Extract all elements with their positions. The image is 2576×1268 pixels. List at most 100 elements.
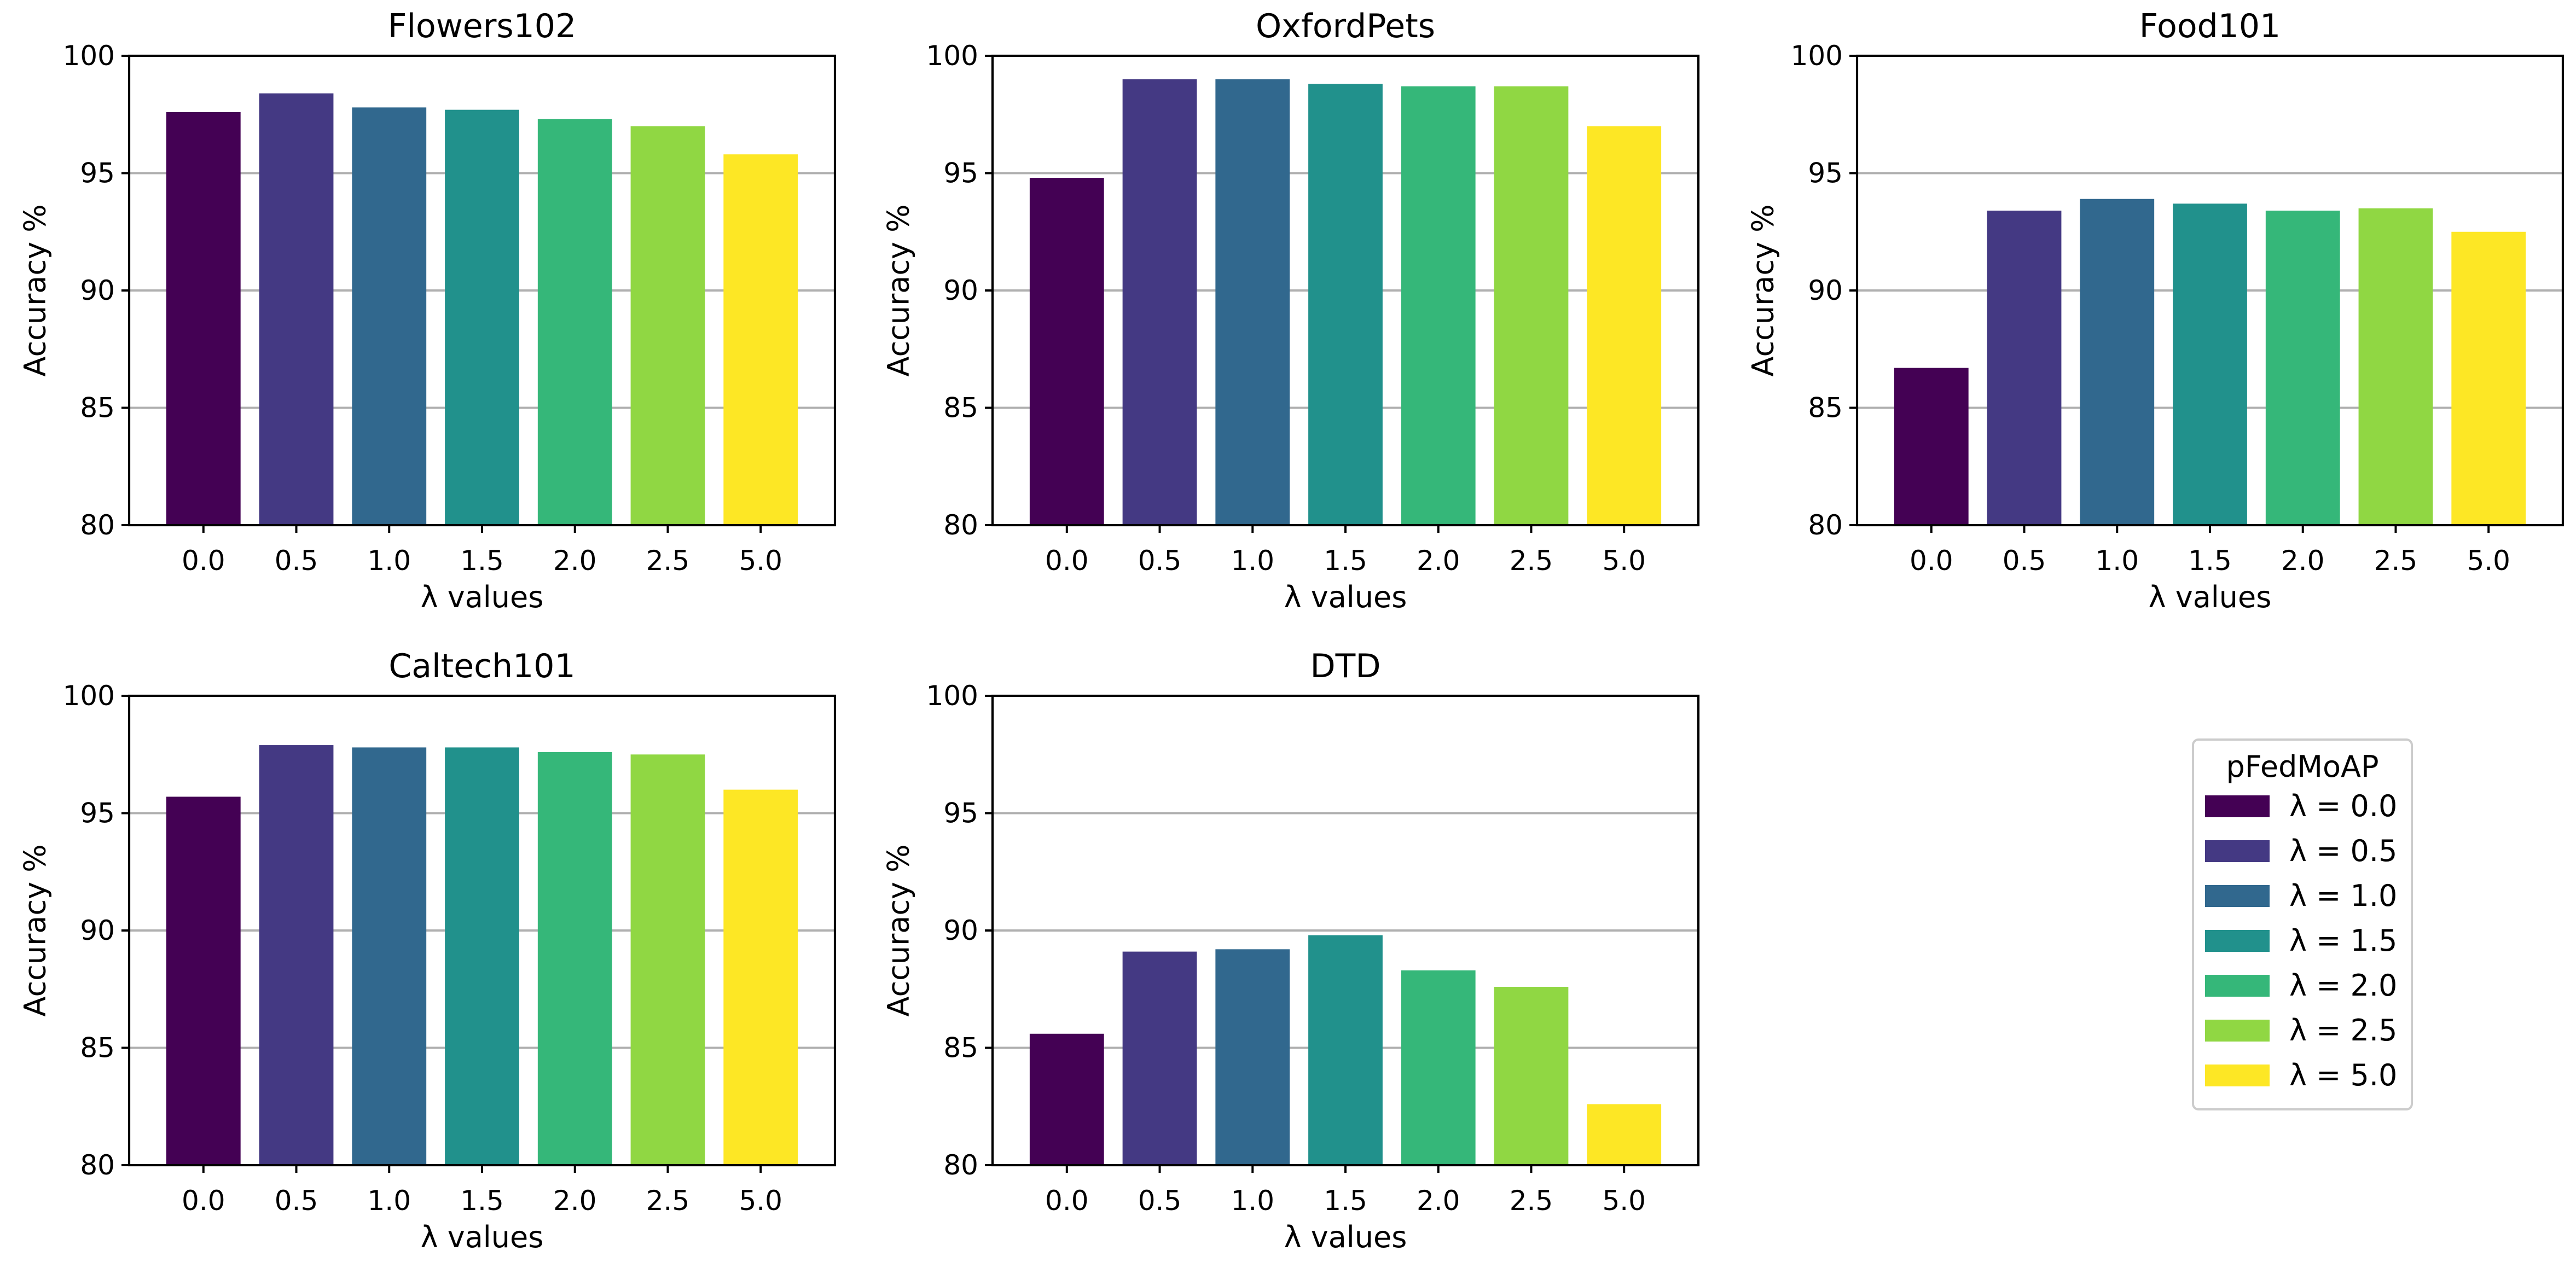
y-tick-label: 85 xyxy=(80,392,115,424)
bar-2.5 xyxy=(630,754,705,1165)
x-tick-label: 0.5 xyxy=(1138,545,1182,577)
chart-panel-1: 80 85 90 95 100 0.0 0.5 1.0 1.5 2.0 2.5 5.0 Flowers1… xyxy=(18,7,837,614)
y-tick-label: 95 xyxy=(80,158,115,189)
bar-1.0 xyxy=(352,107,427,525)
x-tick-label: 5.0 xyxy=(739,545,782,577)
chart-panel-3: 80 85 90 95 100 0.0 0.5 1.0 1.5 2.0 2.5 5.0 Food101 λ… xyxy=(1746,7,2565,614)
y-tick-label: 95 xyxy=(1808,158,1843,189)
bar-2.5 xyxy=(1494,86,1569,525)
bar-5.0 xyxy=(1587,1104,1662,1165)
y-tick-label: 100 xyxy=(926,680,978,712)
x-axis-label: λ values xyxy=(421,580,544,614)
x-tick-label: 1.5 xyxy=(1324,545,1367,577)
bar-2.0 xyxy=(537,119,612,525)
x-tick-label: 2.0 xyxy=(1417,1185,1460,1217)
x-tick-label: 0.0 xyxy=(182,1185,225,1217)
bar-2.5 xyxy=(630,126,705,525)
y-tick-label: 100 xyxy=(926,40,978,72)
bar-2.0 xyxy=(2265,211,2340,525)
y-tick-label: 90 xyxy=(80,915,115,946)
x-tick-label: 2.5 xyxy=(1510,545,1553,577)
legend-swatch xyxy=(2205,975,2270,997)
y-tick-label: 80 xyxy=(80,1149,115,1181)
legend-label: λ = 1.0 xyxy=(2289,879,2397,913)
y-tick-label: 100 xyxy=(1791,40,1843,72)
chart-panel-5: 80 85 90 95 100 0.0 0.5 1.0 1.5 2.0 2.5 5.0 DTD λ val… xyxy=(881,647,1700,1254)
y-tick-label: 90 xyxy=(943,915,978,946)
bar-1.5 xyxy=(2173,203,2247,525)
chart-title: DTD xyxy=(1310,647,1380,685)
x-tick-label: 1.5 xyxy=(460,1185,504,1217)
x-tick-label: 0.5 xyxy=(2003,545,2046,577)
x-tick-label: 2.0 xyxy=(553,545,597,577)
y-tick-label: 90 xyxy=(943,275,978,306)
y-tick-label: 80 xyxy=(1808,509,1843,541)
y-tick-label: 95 xyxy=(80,798,115,829)
x-tick-label: 1.5 xyxy=(460,545,504,577)
legend-label: λ = 0.5 xyxy=(2289,834,2397,868)
x-tick-label: 2.5 xyxy=(646,1185,690,1217)
x-tick-label: 1.0 xyxy=(2095,545,2139,577)
y-tick-label: 95 xyxy=(943,798,978,829)
y-tick-label: 85 xyxy=(943,392,978,424)
x-tick-label: 5.0 xyxy=(1602,545,1646,577)
x-axis-label: λ values xyxy=(2149,580,2272,614)
bar-5.0 xyxy=(2451,231,2526,525)
x-axis-label: λ values xyxy=(1284,1220,1407,1254)
y-tick-label: 100 xyxy=(63,40,115,72)
x-tick-label: 2.0 xyxy=(2281,545,2325,577)
bar-0.5 xyxy=(1987,211,2062,525)
bar-1.5 xyxy=(1308,84,1383,526)
x-tick-label: 0.5 xyxy=(275,545,318,577)
y-tick-label: 85 xyxy=(943,1032,978,1064)
bar-0.0 xyxy=(166,112,241,525)
bar-0.0 xyxy=(1029,1033,1104,1165)
x-tick-label: 2.5 xyxy=(1510,1185,1553,1217)
y-axis-label: Accuracy % xyxy=(881,844,916,1016)
legend-label: λ = 2.5 xyxy=(2289,1013,2397,1048)
bar-2.5 xyxy=(1494,986,1569,1165)
x-tick-label: 1.0 xyxy=(1231,1185,1274,1217)
y-tick-label: 95 xyxy=(943,158,978,189)
x-tick-label: 1.0 xyxy=(367,545,411,577)
x-tick-label: 1.5 xyxy=(1324,1185,1367,1217)
y-axis-label: Accuracy % xyxy=(1746,204,1780,376)
y-tick-label: 80 xyxy=(80,509,115,541)
bar-1.5 xyxy=(445,109,519,526)
y-tick-label: 90 xyxy=(80,275,115,306)
x-tick-label: 2.5 xyxy=(2374,545,2418,577)
x-tick-label: 2.0 xyxy=(1417,545,1460,577)
y-tick-label: 80 xyxy=(943,1149,978,1181)
bar-2.5 xyxy=(2358,208,2433,526)
legend-swatch xyxy=(2205,1020,2270,1042)
x-tick-label: 0.0 xyxy=(182,545,225,577)
x-axis-label: λ values xyxy=(1284,580,1407,614)
chart-panel-2: 80 85 90 95 100 0.0 0.5 1.0 1.5 2.0 2.5 5.0 OxfordPe… xyxy=(881,7,1700,614)
legend: pFedMoAP λ = 0.0λ = 0.5λ = 1.0λ = 1.5λ =… xyxy=(2192,738,2413,1110)
panels: 80 85 90 95 100 0.0 0.5 1.0 1.5 2.0 2.5 5.0 Flowers1… xyxy=(18,7,2565,1254)
x-tick-label: 2.0 xyxy=(553,1185,597,1217)
bar-2.0 xyxy=(1401,970,1476,1165)
bar-5.0 xyxy=(1587,126,1662,525)
x-tick-label: 0.0 xyxy=(1045,545,1089,577)
y-axis-label: Accuracy % xyxy=(881,204,916,376)
bar-0.0 xyxy=(166,796,241,1165)
x-tick-label: 5.0 xyxy=(739,1185,782,1217)
legend-frame xyxy=(2192,738,2413,1110)
bar-1.0 xyxy=(1215,949,1290,1165)
x-tick-label: 1.0 xyxy=(367,1185,411,1217)
bar-0.5 xyxy=(259,745,334,1165)
y-axis-label: Accuracy % xyxy=(18,844,53,1016)
y-tick-label: 100 xyxy=(63,680,115,712)
legend-label: λ = 2.0 xyxy=(2289,968,2397,1003)
bar-1.5 xyxy=(1308,935,1383,1165)
chart-title: Food101 xyxy=(2139,7,2281,45)
x-tick-label: 0.5 xyxy=(1138,1185,1182,1217)
chart-title: Flowers102 xyxy=(388,7,576,45)
bar-0.0 xyxy=(1894,368,1969,525)
bar-5.0 xyxy=(723,154,798,525)
legend-swatch xyxy=(2205,1065,2270,1086)
legend-entries: λ = 0.0 λ = 0.5 λ = 1.0 λ = 1.5 λ = 2.0 λ = 2… xyxy=(2205,789,2397,1092)
legend-label: λ = 5.0 xyxy=(2289,1058,2397,1092)
